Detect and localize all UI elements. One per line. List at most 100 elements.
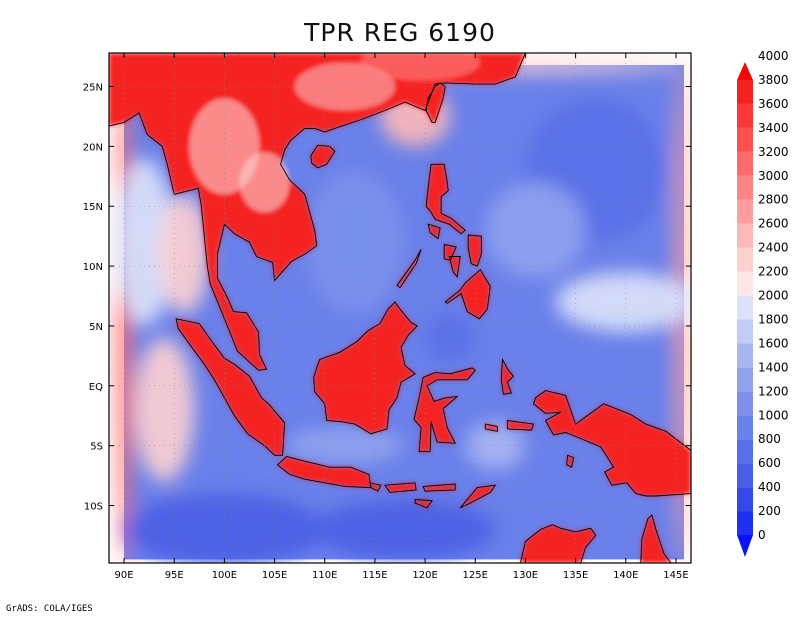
colorbar-box [737,415,753,440]
y-tick-label: 5S [90,442,103,453]
colorbar-box [737,391,753,416]
colorbar-box [737,223,753,248]
colorbar-box [737,247,753,272]
field-feature-south-china-sea [304,170,406,314]
colorbar-box [737,367,753,392]
land-australia [505,524,596,563]
colorbar-label: 400 [758,480,781,494]
colorbar-bottom-arrow [737,535,753,557]
land-panay [444,244,457,261]
colorbar-label: 2600 [758,217,789,231]
colorbar-label: 800 [758,432,781,446]
colorbar-label: 3600 [758,97,789,111]
land-palawan [397,249,422,288]
land-negros [449,256,461,277]
map-title: TPR REG 6190 [304,18,496,47]
x-tick-label: 115E [362,570,387,581]
land-sumba [415,499,433,508]
colorbar-label: 4000 [758,49,789,63]
coastline-luzon [425,163,466,235]
coastline-lombok-sumbawa [384,482,417,493]
colorbar-top-arrow [737,62,753,80]
field-feature-celebes-sea-dry [425,313,476,362]
coastline-hainan [310,144,336,169]
coastlines [109,53,691,563]
land-mindanao [445,269,491,319]
x-tick-label: 120E [412,570,437,581]
plot-frame [108,52,692,564]
land-sulawesi [414,367,476,452]
colorbar-label: 1800 [758,312,789,326]
land-hotspot-1 [239,152,290,213]
coastline-borneo [313,301,418,435]
colorbar-label: 2200 [758,265,789,279]
y-tick-label: 20N [83,142,103,153]
field-feature-banda-sea [465,421,526,470]
colorbar-label: 1200 [758,384,789,398]
colorbar-box [737,343,753,368]
x-tick-label: 110E [312,570,337,581]
x-tick-label: 100E [212,570,237,581]
plot-area [109,53,691,563]
x-tick-label: 130E [513,570,538,581]
colorbar: 0 200 400 600 800 1000 1200 1400 1600 1800 2000 220… [737,49,789,557]
y-tick-label: EQ [89,382,103,393]
coastline-java [276,456,372,489]
gridlines [109,53,691,563]
coastline-mainland-asia [109,53,526,371]
x-tick-label: 90E [115,570,134,581]
coastline-samar-leyte [467,234,482,267]
coastline-new-guinea [532,390,691,497]
land-seram [507,420,534,431]
y-tick-label: 25N [83,83,103,94]
coastline-australia [505,524,597,563]
colorbar-box [737,511,753,535]
colorbar-box [737,271,753,296]
land-samar-leyte [468,235,482,267]
coastline-palawan [396,249,422,289]
coastline-seram [506,419,535,431]
land-mindoro [428,224,441,239]
field-feature-philippine-sea [485,182,586,279]
colorbar-box [737,487,753,512]
land-hainan [310,145,335,168]
field-feature-west-sumatra-ocean [134,337,195,482]
colorbar-box [737,199,753,224]
colorbar-label: 2000 [758,289,789,303]
colorbar-box [737,127,753,152]
x-tick-label: 140E [613,570,638,581]
colorbar-label: 600 [758,456,781,470]
coastline-cape-york [640,514,672,563]
colorbar-box [737,463,753,488]
coastline-sulawesi [413,367,476,453]
land-flores [423,484,456,492]
land-taiwan [426,82,446,123]
coastline-sumatra [175,318,286,456]
land-lombok-sumbawa [384,482,417,493]
coastline-timor [459,484,497,509]
coastline-sumba [414,499,433,509]
colorbar-label: 3400 [758,121,789,135]
axes: 90E 95E 100E 105E 110E 115E 120E 125E 130E 135E 14… [83,53,691,581]
land-java [277,456,371,488]
coastline-taiwan [425,82,446,123]
colorbar-box [737,439,753,464]
x-tick-label: 125E [463,570,488,581]
coastline-seram-buru [484,423,498,432]
land-sumatra [176,318,285,456]
land-borneo [313,302,418,434]
land-hotspot-3 [359,53,481,81]
field-feature-itcz-pacific [555,272,691,332]
colorbar-box [737,295,753,320]
x-tick-label: 95E [165,570,184,581]
grads-credit: GrADS: COLA/IGES [6,604,93,614]
y-tick-label: 15N [83,202,103,213]
colorbar-label: 3000 [758,169,789,183]
colorbar-box [737,175,753,200]
colorbar-label: 1600 [758,336,789,350]
x-tick-label: 145E [663,570,688,581]
coastline-halmahera [500,357,515,395]
coastline-aru-islands [566,454,575,468]
coastline-bali [369,482,382,492]
field-feature-timor-sea-dry [314,499,496,560]
